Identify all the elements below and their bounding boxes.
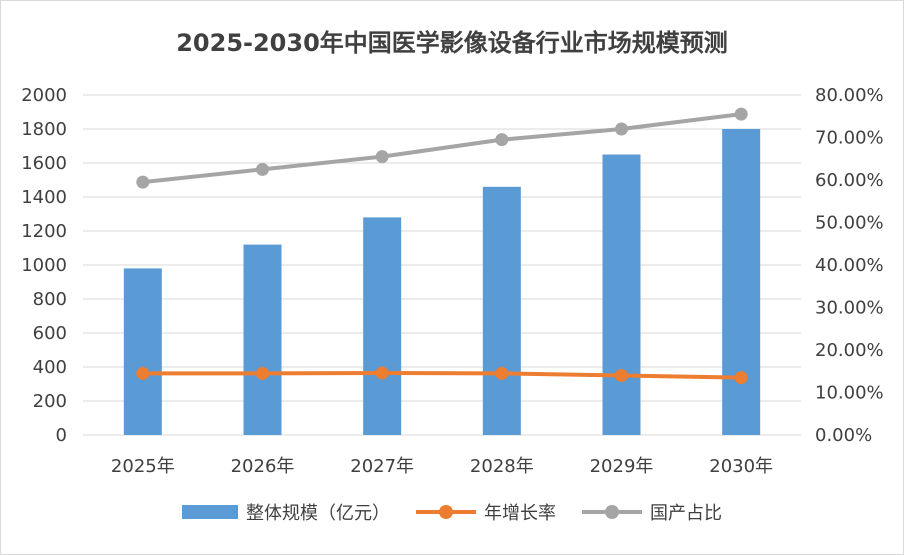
y-left-tick-label: 1800 [21,119,67,140]
y-right-tick-label: 40.00% [815,255,884,276]
y-left-tick-label: 600 [33,323,67,344]
chart-title: 2025-2030年中国医学影像设备行业市场规模预测 [176,29,728,57]
series-point [136,366,150,380]
x-tick-label: 2026年 [231,456,295,477]
x-tick-label: 2027年 [350,456,414,477]
series-point [256,162,269,176]
y-right-tick-label: 0.00% [815,425,872,446]
y-left-tick-label: 1400 [21,187,67,208]
y-left-tick-label: 1600 [21,153,67,174]
series-point [495,366,509,380]
x-tick-label: 2030年 [709,456,773,477]
y-left-tick-label: 400 [33,357,67,378]
y-left-tick-label: 1000 [21,255,67,276]
series-point [495,133,509,147]
legend-item-growth: 年增长率 [416,499,556,525]
y-left-tick-label: 2000 [21,85,67,106]
legend-label-growth: 年增长率 [484,503,556,524]
y-right-tick-label: 70.00% [815,128,884,149]
series-line [142,112,742,185]
y-left-tick-label: 0 [56,425,67,446]
y-right-tick-label: 60.00% [815,170,884,191]
y-right-tick-label: 50.00% [815,213,884,234]
series-line [142,370,742,380]
x-tick-label: 2028年 [470,456,534,477]
series-point [734,107,748,121]
legend-label-scale: 整体规模（亿元） [246,503,390,524]
y-right-tick-label: 10.00% [815,383,884,404]
legend-item-scale: 整体规模（亿元） [182,499,390,525]
series-point [734,371,748,385]
legend-item-domestic: 国产占比 [582,499,722,525]
x-tick-label: 2025年 [111,456,175,477]
legend-swatch-domestic [582,505,642,519]
y-right-tick-label: 80.00% [815,85,884,106]
bar [722,129,761,435]
bar [243,244,282,435]
y-right-tick-label: 30.00% [815,298,884,319]
series-point [375,366,389,380]
bar [363,217,402,435]
legend-swatch-scale [182,505,238,519]
series-point [256,366,269,380]
bar [602,154,641,435]
y-left-tick-label: 200 [33,391,67,412]
y-left-tick-label: 1200 [21,221,67,242]
x-tick-label: 2029年 [590,456,654,477]
y-right-tick-label: 20.00% [815,340,884,361]
series-point [615,122,628,136]
legend-swatch-growth [416,505,476,519]
series-point [615,369,628,382]
chart-legend: 整体规模（亿元） 年增长率 国产占比 [1,499,903,525]
bar [123,268,162,435]
bar [482,186,521,435]
series-point [375,150,389,164]
series-point [136,175,150,189]
legend-label-domestic: 国产占比 [650,503,722,524]
y-left-tick-label: 800 [33,289,67,310]
